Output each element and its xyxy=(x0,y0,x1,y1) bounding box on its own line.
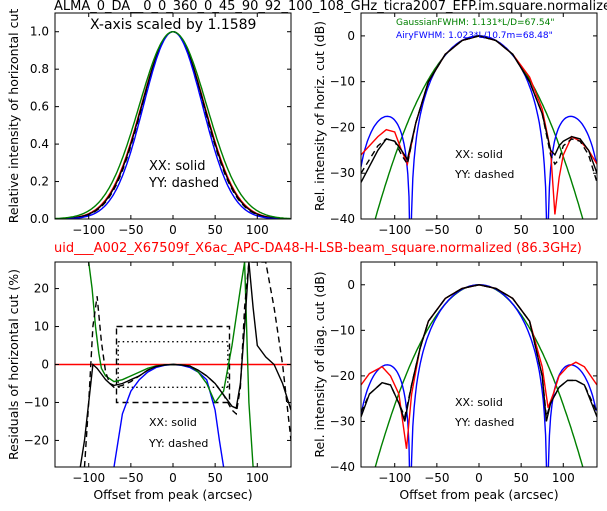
x-tick-label-tl: 100 xyxy=(246,223,269,237)
annotation-tl-0: X-axis scaled by 1.1589 xyxy=(90,17,256,33)
x-tick-label-br: 100 xyxy=(552,471,575,485)
x-axis-label-bl: Offset from peak (arcsec) xyxy=(93,487,252,502)
x-tick-label-tr: 0 xyxy=(475,223,483,237)
series-line-tr-2 xyxy=(361,35,597,215)
series-line-tr-4 xyxy=(361,35,597,183)
axes-frame-br xyxy=(360,261,598,468)
x-tick-label-tl: 50 xyxy=(208,223,223,237)
y-tick-label-br: −40 xyxy=(330,460,355,474)
y-axis-label-br: Rel. intensity of diag. cut (dB) xyxy=(312,271,327,457)
y-tick-label-tl: 0.0 xyxy=(30,212,49,226)
y-tick-label-br: 0 xyxy=(347,278,355,292)
y-tick-label-bl: 0 xyxy=(41,358,49,372)
y-tick-label-tr: 0 xyxy=(347,29,355,43)
y-tick-label-tr: −30 xyxy=(330,166,355,180)
annotation-bl-0: XX: solid xyxy=(149,416,197,429)
y-tick-label-tl: 0.6 xyxy=(30,100,49,114)
annotation-tl-1: XX: solid xyxy=(149,159,206,174)
y-axis-label-tr: Rel. intensity of horiz. cut (dB) xyxy=(312,21,327,211)
x-tick-label-tl: −50 xyxy=(118,223,143,237)
series-line-br-4 xyxy=(361,284,597,420)
x-tick-label-tr: −50 xyxy=(424,223,449,237)
x-tick-label-tr: −100 xyxy=(378,223,411,237)
y-tick-label-br: −20 xyxy=(330,369,355,383)
y-tick-label-tl: 1.0 xyxy=(30,25,49,39)
x-tick-label-br: −50 xyxy=(424,471,449,485)
y-tick-label-bl: −10 xyxy=(24,395,49,409)
x-tick-label-tl: −100 xyxy=(72,223,105,237)
y-tick-label-tl: 0.4 xyxy=(30,137,49,151)
legend-entry-tr-1: AiryFWHM: 1.023*L/10.7m=68.48" xyxy=(396,31,553,41)
y-tick-label-tr: −40 xyxy=(330,212,355,226)
x-tick-label-bl: −100 xyxy=(72,471,105,485)
x-tick-label-br: 50 xyxy=(514,471,529,485)
y-tick-label-tr: −20 xyxy=(330,120,355,134)
x-axis-label-br: Offset from peak (arcsec) xyxy=(399,487,558,502)
figure-title: ALMA_0_DA__0_0_360_0_45_90_92_100_108_GH… xyxy=(54,0,607,14)
x-tick-label-bl: 0 xyxy=(169,471,177,485)
x-tick-label-br: 0 xyxy=(475,471,483,485)
y-tick-label-tr: −10 xyxy=(330,75,355,89)
x-tick-label-bl: 50 xyxy=(208,471,223,485)
y-tick-label-bl: −20 xyxy=(24,433,49,447)
plot-area-tl xyxy=(55,30,291,219)
annotation-tl-2: YY: dashed xyxy=(148,176,219,191)
y-tick-label-bl: 10 xyxy=(34,320,49,334)
y-tick-label-tl: 0.2 xyxy=(30,175,49,189)
panel-tl: −100 −50 0 50 100 0.0 0.2 0.4 0.6 0.8 1.0 Relative … xyxy=(6,9,292,237)
y-axis-label-bl: Residuals of horizontal cut (%) xyxy=(6,269,21,460)
panels: −100 −50 0 50 1000.00.20.40.60.81.0Relative … xyxy=(6,9,598,502)
y-tick-label-tl: 0.8 xyxy=(30,62,49,76)
axes-frame-tr xyxy=(360,12,598,220)
series-line-tl-4 xyxy=(55,30,291,219)
annotation-br-1: YY: dashed xyxy=(454,416,514,429)
annotation-tr-1: YY: dashed xyxy=(454,168,514,181)
plot-area-bl xyxy=(55,262,291,467)
annotation-br-0: XX: solid xyxy=(455,396,503,409)
x-tick-label-tr: 50 xyxy=(514,223,529,237)
x-tick-label-br: −100 xyxy=(378,471,411,485)
x-tick-label-bl: −50 xyxy=(118,471,143,485)
y-tick-label-br: −30 xyxy=(330,414,355,428)
x-tick-label-bl: 100 xyxy=(246,471,269,485)
y-axis-label-tl: Relative intensity of horizontal cut xyxy=(6,9,21,224)
plot-area-tr xyxy=(361,35,597,219)
figure-subtitle: uid___A002_X67509f_X6ac_APC-DA48-H-LSB-b… xyxy=(54,241,582,256)
x-tick-label-tl: 0 xyxy=(169,223,177,237)
x-tick-label-tr: 100 xyxy=(552,223,575,237)
series-line-bl-8 xyxy=(79,262,291,467)
annotation-bl-1: YY: dashed xyxy=(148,437,208,450)
plot-area-br xyxy=(361,284,597,467)
y-tick-label-bl: 20 xyxy=(34,282,49,296)
legend-entry-tr-0: GaussianFWHM: 1.131*L/D=67.54" xyxy=(396,18,554,28)
annotation-tr-0: XX: solid xyxy=(455,148,503,161)
y-tick-label-br: −10 xyxy=(330,323,355,337)
series-line-bl-5 xyxy=(115,325,231,404)
